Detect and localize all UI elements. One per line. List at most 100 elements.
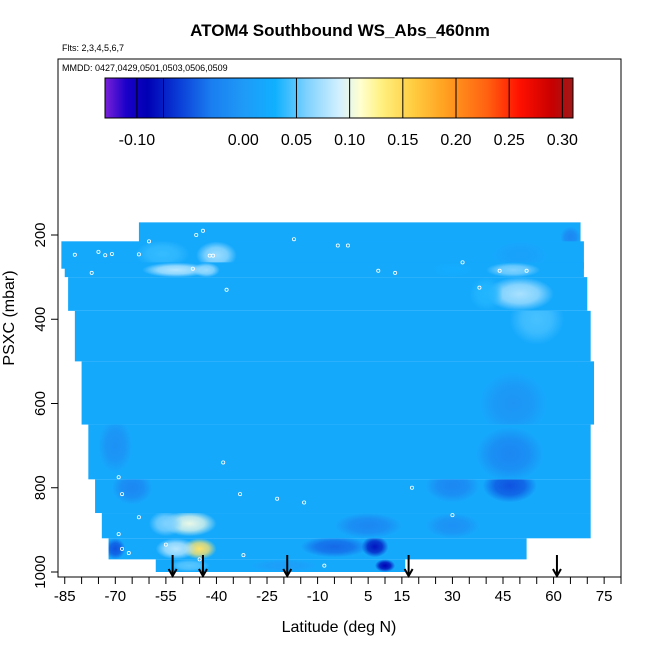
flights-subtitle: Flts: 2,3,4,5,6,7 bbox=[62, 43, 124, 53]
y-tick-label: 800 bbox=[32, 475, 49, 500]
sample-point bbox=[241, 553, 246, 558]
sample-point bbox=[376, 268, 381, 273]
sample-point bbox=[585, 231, 590, 236]
heatmap-feature bbox=[196, 241, 237, 269]
colorbar-tick-label: -0.10 bbox=[119, 132, 156, 149]
heatmap-feature bbox=[486, 262, 541, 278]
heatmap-feature bbox=[108, 538, 126, 560]
chart-title: ATOM4 Southbound WS_Abs_460nm bbox=[190, 21, 490, 40]
colorbar-tick-label: 0.25 bbox=[494, 132, 525, 149]
sample-point bbox=[197, 557, 202, 562]
colorbar-tick-label: 0.00 bbox=[228, 132, 259, 149]
heatmap-feature bbox=[250, 559, 318, 572]
x-tick-label: 45 bbox=[495, 588, 512, 605]
profile-arrow bbox=[403, 555, 414, 579]
sample-point bbox=[190, 266, 195, 271]
heatmap-feature bbox=[560, 226, 581, 244]
sample-point bbox=[224, 287, 229, 292]
sample-point bbox=[345, 243, 350, 248]
heatmap-feature bbox=[425, 479, 480, 503]
sample-point bbox=[200, 228, 205, 233]
heatmap-feature bbox=[111, 479, 153, 505]
x-tick-label: 75 bbox=[596, 588, 613, 605]
sample-point bbox=[136, 515, 141, 520]
sample-point bbox=[211, 253, 216, 258]
x-tick-label: -70 bbox=[104, 588, 126, 605]
heatmap-feature bbox=[135, 241, 190, 268]
heatmap-feature bbox=[300, 538, 369, 558]
heatmap-feature bbox=[361, 538, 389, 558]
heatmap-feature bbox=[142, 262, 210, 278]
heatmap-feature bbox=[479, 371, 547, 425]
colorbar-tick-label: 0.20 bbox=[440, 132, 471, 149]
heatmap-feature bbox=[192, 262, 220, 278]
colorbar-tick-label: 0.05 bbox=[281, 132, 312, 149]
x-tick-label: -55 bbox=[155, 588, 177, 605]
sample-point bbox=[477, 285, 482, 290]
heatmap-feature bbox=[432, 262, 473, 278]
heatmap-feature bbox=[509, 310, 564, 345]
sample-point bbox=[450, 513, 455, 518]
sample-point bbox=[96, 249, 101, 254]
colorbar-tick-label: 0.30 bbox=[547, 132, 578, 149]
sample-point bbox=[103, 253, 108, 258]
dates-subtitle: MMDD: 0427,0429,0501,0503,0506,0509 bbox=[62, 63, 228, 73]
x-tick-label: 60 bbox=[545, 588, 562, 605]
sample-point bbox=[409, 485, 414, 490]
y-axis-label: PSXC (mbar) bbox=[1, 270, 18, 365]
heatmap-feature bbox=[374, 559, 396, 572]
profile-arrows-layer bbox=[167, 555, 562, 579]
x-axis-label: Latitude (deg N) bbox=[282, 619, 397, 636]
profile-arrow bbox=[198, 555, 208, 579]
y-tick-label: 200 bbox=[32, 222, 49, 247]
heatmap-feature bbox=[476, 426, 544, 480]
heatmap-feature bbox=[155, 538, 197, 560]
sample-point bbox=[116, 475, 121, 480]
sample-point bbox=[497, 268, 502, 273]
heatmap-feature bbox=[98, 424, 133, 473]
x-tick-label: -85 bbox=[54, 588, 76, 605]
x-tick-label: -10 bbox=[307, 588, 329, 605]
sample-point bbox=[72, 252, 77, 257]
colorbar-ticks: -0.10 0.00 0.05 0.10 0.15 0.20 0.25 0.30 bbox=[119, 132, 578, 149]
colorbar-dividers bbox=[136, 78, 563, 118]
sample-point bbox=[126, 551, 131, 556]
x-tick-label: -25 bbox=[256, 588, 278, 605]
sample-point bbox=[136, 252, 141, 257]
sample-point bbox=[275, 496, 280, 501]
colorbar-tick-label: 0.15 bbox=[387, 132, 418, 149]
x-tick-label: 5 bbox=[364, 588, 372, 605]
profile-arrow bbox=[282, 555, 293, 579]
profile-arrow bbox=[552, 555, 562, 579]
heatmap-feature bbox=[334, 513, 402, 539]
sample-point bbox=[524, 268, 529, 273]
sample-point bbox=[120, 492, 125, 497]
sample-points-layer bbox=[72, 228, 597, 568]
sample-point bbox=[291, 237, 296, 242]
sample-point bbox=[335, 243, 340, 248]
sample-point bbox=[322, 563, 327, 568]
heatmap-feature bbox=[492, 241, 547, 269]
heatmap-feature bbox=[469, 277, 504, 311]
sample-point bbox=[120, 546, 125, 551]
y-tick-label: 400 bbox=[32, 307, 49, 332]
sample-point bbox=[221, 460, 226, 465]
sample-point bbox=[592, 518, 597, 523]
heatmap-band-0 bbox=[138, 222, 581, 244]
sample-point bbox=[194, 232, 199, 237]
y-tick-label: 1000 bbox=[32, 555, 49, 588]
sample-point bbox=[393, 270, 398, 275]
sample-point bbox=[460, 260, 465, 265]
y-axis: 200 400 600 800 1000 bbox=[32, 222, 59, 589]
heatmap-band-4 bbox=[74, 310, 591, 362]
sample-point bbox=[302, 500, 307, 505]
colorbar-tick-label: 0.10 bbox=[334, 132, 365, 149]
sample-point bbox=[109, 251, 114, 256]
profile-arrow bbox=[167, 555, 178, 579]
sample-point bbox=[147, 239, 152, 244]
sample-point bbox=[89, 270, 94, 275]
colorbar-gradient bbox=[104, 77, 574, 119]
sample-point bbox=[238, 492, 243, 497]
heatmap-feature bbox=[149, 513, 183, 537]
